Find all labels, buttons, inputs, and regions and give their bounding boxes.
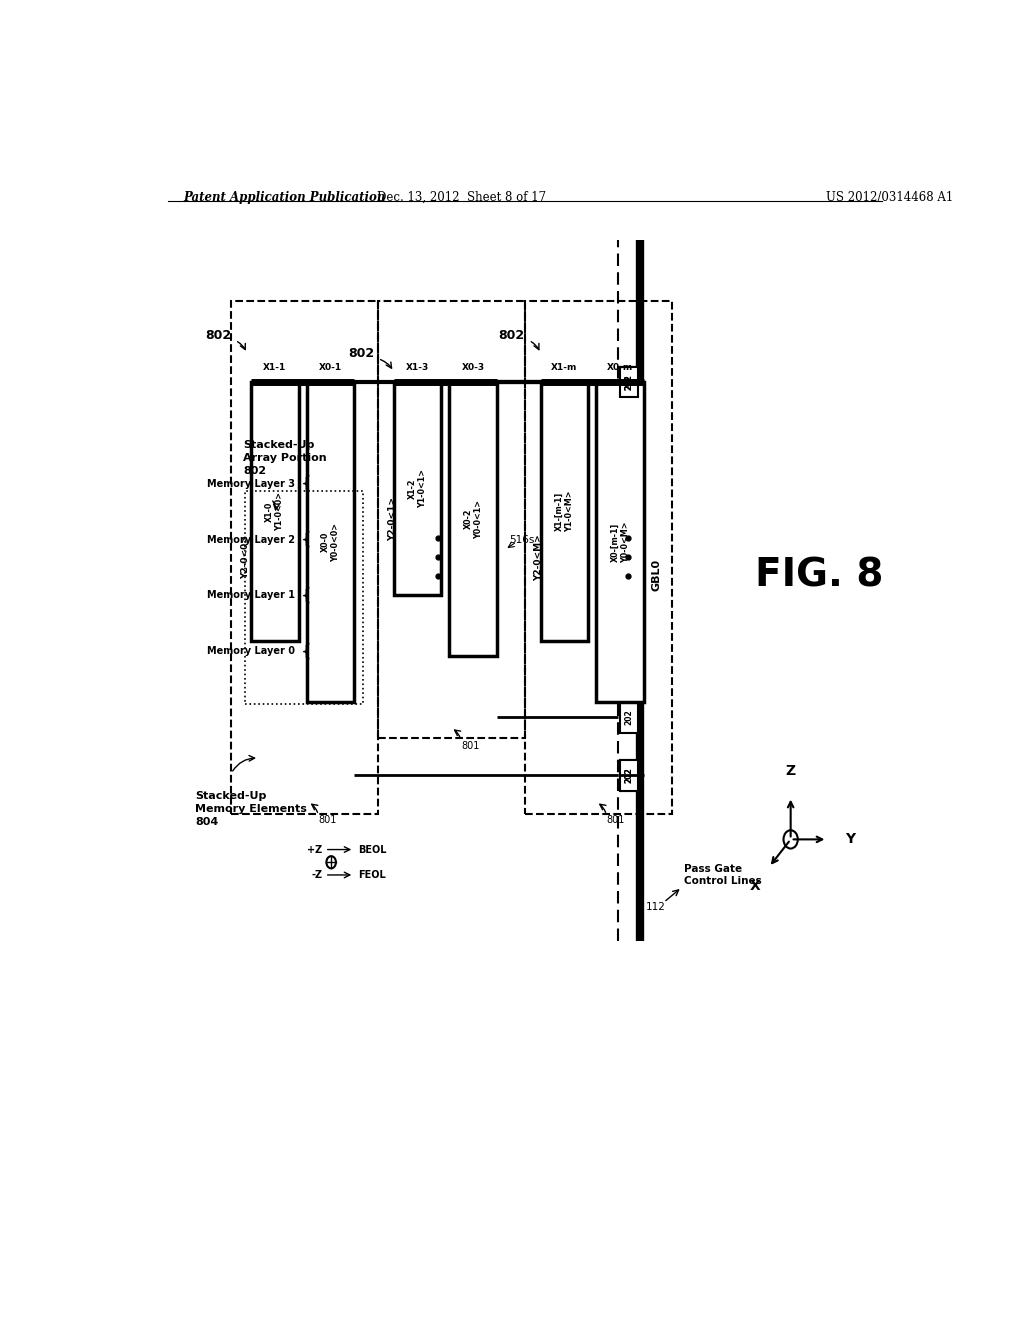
Text: 202: 202	[625, 374, 634, 389]
Bar	[596, 381, 644, 702]
Text: 801: 801	[318, 814, 337, 825]
Bar	[621, 760, 638, 791]
Bar	[450, 381, 497, 656]
Bar	[246, 491, 362, 704]
Text: X1-0
Y1-0<0>: X1-0 Y1-0<0>	[265, 492, 285, 531]
Text: 801: 801	[606, 814, 625, 825]
Text: X0-[m-1]
Y0-0<M>: X0-[m-1] Y0-0<M>	[610, 521, 630, 562]
Text: Dec. 13, 2012  Sheet 8 of 17: Dec. 13, 2012 Sheet 8 of 17	[377, 191, 546, 203]
Text: Memory Layer 1: Memory Layer 1	[207, 590, 295, 601]
Text: +Z: +Z	[307, 845, 323, 854]
Text: X1-3: X1-3	[407, 363, 429, 372]
Text: X0-0
Y0-0<0>: X0-0 Y0-0<0>	[321, 523, 340, 561]
Text: 202: 202	[625, 767, 634, 783]
Bar	[378, 301, 525, 738]
Text: X0-m: X0-m	[607, 363, 633, 372]
Text: 802: 802	[348, 347, 374, 360]
Text: FEOL: FEOL	[358, 870, 386, 880]
Bar	[621, 760, 638, 791]
Text: X: X	[750, 879, 760, 894]
Text: X1-1: X1-1	[263, 363, 287, 372]
Text: 802: 802	[205, 329, 231, 342]
Text: 516s: 516s	[509, 535, 535, 545]
Bar	[621, 367, 638, 397]
Text: Z: Z	[785, 764, 796, 779]
Bar	[621, 367, 638, 397]
Text: Y2-0<M>: Y2-0<M>	[535, 535, 544, 581]
Text: 202: 202	[625, 767, 634, 783]
Text: 202: 202	[625, 374, 634, 389]
Text: Y: Y	[845, 833, 855, 846]
Text: 202: 202	[625, 374, 634, 389]
Text: 112: 112	[646, 903, 666, 912]
Text: X1-2
Y1-0<1>: X1-2 Y1-0<1>	[408, 469, 427, 508]
Bar	[524, 301, 672, 814]
Text: 202: 202	[625, 710, 634, 725]
Text: Pass Gate
Control Lines: Pass Gate Control Lines	[684, 863, 761, 886]
Text: X0-1: X0-1	[318, 363, 342, 372]
Text: Stacked-Up
Array Portion
802: Stacked-Up Array Portion 802	[243, 440, 327, 477]
Text: Memory Layer 0: Memory Layer 0	[207, 647, 295, 656]
Text: {: {	[301, 475, 311, 492]
Text: {: {	[301, 643, 311, 660]
Text: Memory Layer 2: Memory Layer 2	[207, 535, 295, 545]
Bar	[306, 381, 354, 702]
Text: {: {	[301, 586, 311, 605]
Text: X1-[m-1]
Y1-0<M>: X1-[m-1] Y1-0<M>	[555, 491, 574, 532]
Bar	[541, 381, 588, 642]
Text: Y2-0<0>: Y2-0<0>	[241, 536, 250, 579]
Text: X0-2
Y0-0<1>: X0-2 Y0-0<1>	[464, 500, 483, 539]
Bar	[621, 702, 638, 733]
Text: -Z: -Z	[311, 870, 323, 880]
Text: Patent Application Publication: Patent Application Publication	[183, 191, 386, 203]
Text: {: {	[301, 531, 311, 549]
Bar	[231, 301, 378, 814]
Text: Memory Layer 3: Memory Layer 3	[207, 479, 295, 488]
Text: X0-3: X0-3	[462, 363, 484, 372]
Text: X1-m: X1-m	[551, 363, 578, 372]
Bar	[251, 381, 299, 642]
Text: 802: 802	[499, 329, 524, 342]
Text: GBL0: GBL0	[652, 560, 662, 591]
Text: FIG. 8: FIG. 8	[755, 556, 884, 594]
Text: Y2-0<1>: Y2-0<1>	[388, 498, 396, 541]
Bar	[621, 367, 638, 397]
Bar	[394, 381, 441, 595]
Text: Stacked-Up
Memory Elements
804: Stacked-Up Memory Elements 804	[196, 791, 307, 828]
Text: 801: 801	[461, 741, 479, 751]
Text: BEOL: BEOL	[358, 845, 387, 854]
Text: US 2012/0314468 A1: US 2012/0314468 A1	[826, 191, 953, 203]
